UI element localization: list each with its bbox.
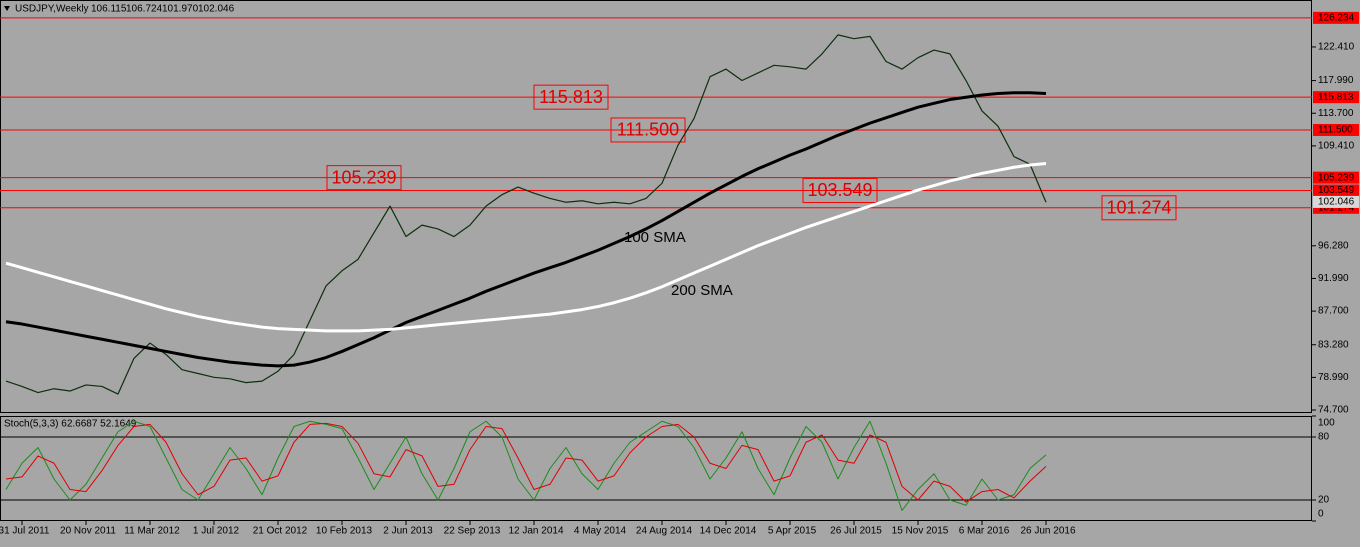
main-panel — [0, 0, 1312, 413]
x-tick-label: 10 Feb 2013 — [316, 526, 373, 537]
y-tick-label: 109.410 — [1318, 141, 1355, 152]
menu-arrow[interactable] — [4, 6, 10, 11]
y-tick-label: 20 — [1318, 495, 1330, 506]
level-price-box — [1313, 184, 1359, 197]
symbol: USDJPY,Weekly — [15, 4, 89, 15]
series-line — [5, 91, 1047, 368]
x-tick-label: 15 Nov 2015 — [892, 526, 949, 537]
level-price-box — [1313, 171, 1359, 184]
stoch-title: Stoch(5,3,3) 62.6687 52.1649 — [4, 419, 137, 430]
level-price-label: 103.549 — [1318, 185, 1355, 196]
y-tick-label: 87.700 — [1318, 306, 1349, 317]
series-line — [5, 161, 1047, 333]
annotation: 111.500 — [617, 120, 679, 140]
y-tick-label: 96.280 — [1318, 240, 1349, 251]
level-price-box — [1313, 91, 1359, 104]
level-price-box — [1313, 11, 1359, 24]
level-price-label: 111.500 — [1318, 125, 1353, 136]
x-tick-label: 20 Nov 2011 — [60, 526, 116, 537]
series-line — [5, 422, 1047, 503]
x-tick-label: 14 Dec 2014 — [700, 526, 757, 537]
annotation: 101.274 — [1106, 198, 1171, 218]
annotation: 115.813 — [539, 87, 603, 107]
stoch-panel — [0, 416, 1312, 521]
sma-label: 100 SMA — [624, 229, 686, 246]
open: 106.115 — [91, 4, 127, 15]
x-tick-label: 11 Mar 2012 — [124, 526, 180, 537]
x-tick-label: 6 Mar 2016 — [959, 526, 1010, 537]
x-tick-label: 22 Sep 2013 — [444, 526, 501, 537]
close: 102.046 — [198, 4, 235, 15]
x-tick-label: 31 Jul 2011 — [0, 526, 50, 537]
y-tick-label: 100 — [1318, 418, 1335, 429]
x-tick-label: 26 Jul 2015 — [830, 526, 882, 537]
y-tick-label: 117.990 — [1318, 75, 1354, 86]
x-tick-label: 2 Jun 2013 — [383, 526, 433, 537]
series-line — [5, 34, 1047, 395]
y-tick-label: 78.990 — [1318, 372, 1349, 383]
level-price-label: 126.234 — [1318, 12, 1355, 23]
high: 106.724 — [126, 4, 163, 15]
annotation: 105.239 — [331, 167, 396, 187]
x-tick-label: 21 Oct 2012 — [253, 526, 308, 537]
y-tick-label: 74.700 — [1318, 405, 1349, 416]
x-tick-label: 1 Jul 2012 — [193, 526, 240, 537]
annotation-box — [610, 117, 686, 143]
last-price-box — [1313, 195, 1359, 208]
level-price-box — [1313, 123, 1359, 136]
last-price-label: 102.046 — [1318, 197, 1355, 208]
annotation-box — [326, 165, 402, 191]
y-tick-label: 0 — [1318, 509, 1324, 520]
annotation: 103.549 — [807, 180, 872, 200]
y-tick-label: 122.410 — [1318, 42, 1355, 53]
low: 101.970 — [162, 4, 199, 15]
level-price-label: 105.239 — [1318, 172, 1355, 183]
x-tick-label: 26 Jun 2016 — [1020, 526, 1075, 537]
y-tick-label: 91.990 — [1318, 273, 1349, 284]
y-tick-label: 83.280 — [1318, 339, 1349, 350]
x-tick-label: 4 May 2014 — [574, 526, 627, 537]
annotation-box — [533, 84, 609, 110]
level-price-label: 115.813 — [1318, 92, 1354, 103]
annotation-box — [1101, 195, 1177, 221]
series-line — [5, 420, 1047, 511]
x-tick-label: 5 Apr 2015 — [768, 526, 817, 537]
y-tick-label: 80 — [1318, 432, 1330, 443]
x-tick-label: 12 Jan 2014 — [508, 526, 563, 537]
sma-label: 200 SMA — [671, 282, 733, 299]
level-price-label: 101.274 — [1318, 202, 1355, 213]
annotation-box — [802, 177, 878, 203]
y-tick-label: 113.700 — [1318, 108, 1354, 119]
x-tick-label: 24 Aug 2014 — [636, 526, 693, 537]
